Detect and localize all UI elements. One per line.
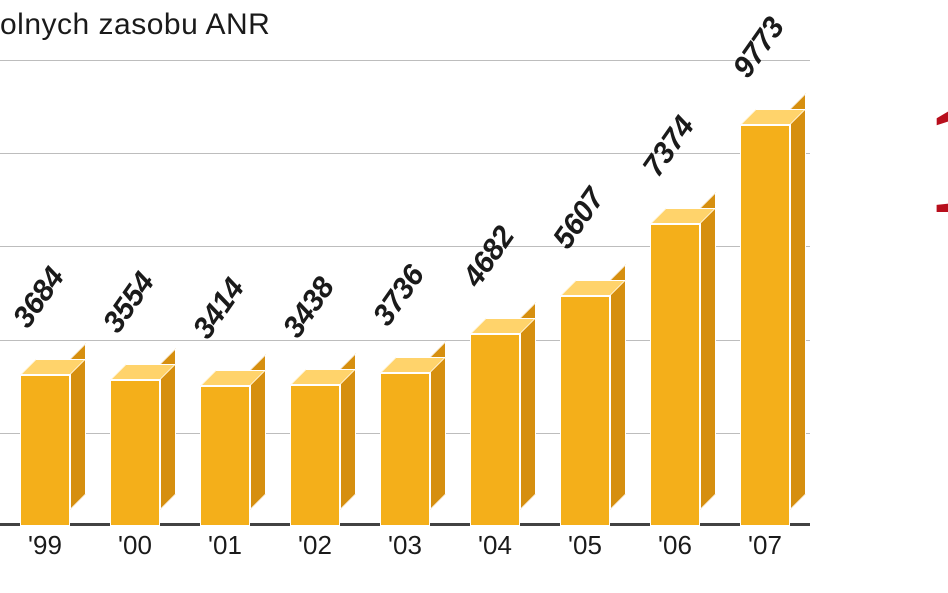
bar-value-label: 3684 xyxy=(7,262,72,335)
bar xyxy=(200,386,250,526)
x-axis-labels: '99'00'01'02'03'04'05'06'07 xyxy=(0,526,810,560)
bar-value-label: 4682 xyxy=(457,221,522,294)
bar-value-label: 3736 xyxy=(367,260,432,333)
bar-front xyxy=(470,334,520,526)
bar-front xyxy=(20,375,70,526)
bar-side xyxy=(790,93,806,510)
bar-value-label: 3414 xyxy=(187,273,252,346)
stat-lines: par xyxy=(923,270,948,383)
bar-side xyxy=(520,302,536,510)
bar-slot: 4682 xyxy=(450,60,540,526)
x-axis-label: '06 xyxy=(630,526,720,560)
x-axis-label: '04 xyxy=(450,526,540,560)
bar-side xyxy=(610,264,626,510)
bar-slot: 3438 xyxy=(270,60,360,526)
x-axis-label: '07 xyxy=(720,526,810,560)
bar-slot: 3684 xyxy=(0,60,90,526)
bar xyxy=(110,380,160,526)
bar-slot: 3736 xyxy=(360,60,450,526)
bar xyxy=(560,296,610,526)
bar xyxy=(470,334,520,526)
bar-value-label: 9773 xyxy=(727,12,792,85)
bar xyxy=(380,373,430,526)
stat-block: 1 par xyxy=(923,70,948,383)
bar xyxy=(20,375,70,526)
bar-value-label: 7374 xyxy=(637,110,702,183)
bar-slot: 3554 xyxy=(90,60,180,526)
bar-front xyxy=(110,380,160,526)
bar-side xyxy=(700,192,716,510)
chart-area: 3684 3554 3414 3438 3736 4682 5607 7374 9773 '99… xyxy=(0,60,810,560)
bar-front xyxy=(290,385,340,526)
x-axis-label: '01 xyxy=(180,526,270,560)
bar-slot: 9773 xyxy=(720,60,810,526)
chart-title: olnych zasobu ANR xyxy=(0,8,270,42)
bar-slot: 7374 xyxy=(630,60,720,526)
bar-front xyxy=(560,296,610,526)
bar-value-label: 3554 xyxy=(97,267,162,340)
bar-front xyxy=(380,373,430,526)
bar-front xyxy=(740,125,790,526)
bar xyxy=(290,385,340,526)
bar-front xyxy=(200,386,250,526)
bar-value-label: 3438 xyxy=(277,272,342,345)
x-axis-label: '02 xyxy=(270,526,360,560)
stat-line: r xyxy=(923,327,948,384)
x-axis-label: '03 xyxy=(360,526,450,560)
x-axis-label: '00 xyxy=(90,526,180,560)
x-axis-label: '99 xyxy=(0,526,90,560)
bar-slot: 5607 xyxy=(540,60,630,526)
x-axis-label: '05 xyxy=(540,526,630,560)
stat-number: 1 xyxy=(923,70,948,240)
stat-line: pa xyxy=(923,270,948,327)
bar-value-label: 5607 xyxy=(547,183,612,256)
bar-front xyxy=(650,224,700,526)
bar xyxy=(650,224,700,526)
bar-slot: 3414 xyxy=(180,60,270,526)
bars-container: 3684 3554 3414 3438 3736 4682 5607 7374 9773 xyxy=(0,60,810,526)
bar xyxy=(740,125,790,526)
